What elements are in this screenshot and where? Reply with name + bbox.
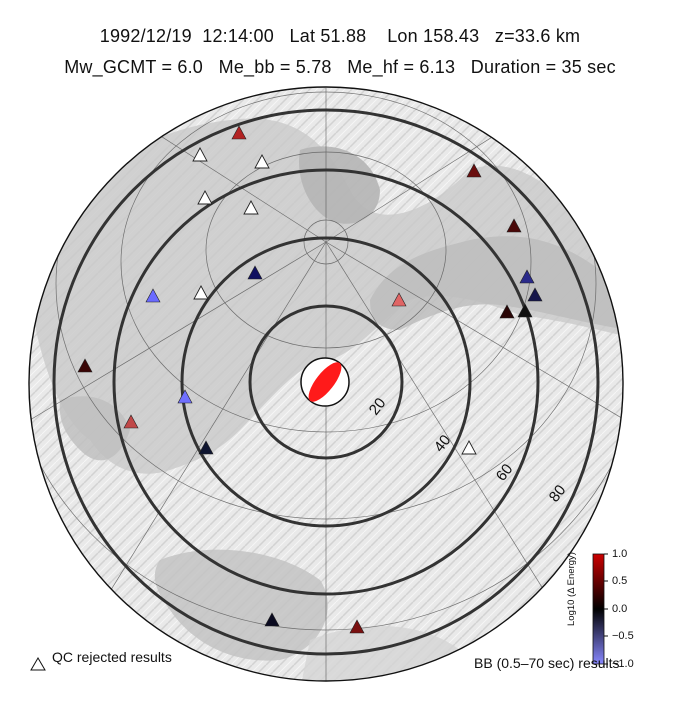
station-marker [77, 358, 93, 373]
station-marker [349, 619, 365, 634]
colorbar-tick-neg05: −0.5 [612, 630, 634, 642]
ring-labels: 20 40 60 80 [366, 395, 570, 506]
station-marker [177, 389, 193, 404]
station-marker [264, 612, 280, 627]
station-marker [527, 287, 543, 302]
ring-label-80: 80 [546, 482, 570, 506]
ring-40deg [180, 236, 472, 528]
ring-label-40: 40 [431, 432, 455, 456]
colorbar-tick-1: 1.0 [612, 548, 628, 560]
ring-80deg [52, 108, 600, 656]
graticule [29, 87, 623, 681]
colorbar-tick-0: 0.0 [612, 603, 628, 615]
event-info-line: 1992/12/19 12:14:00 Lat 51.88 Lon 158.43… [99, 26, 581, 46]
distance-rings [52, 108, 600, 656]
station-marker [145, 288, 161, 303]
energy-magnitude-line: Mw_GCMT = 6.0 Me_bb = 5.78 Me_hf = 6.13 … [64, 57, 616, 77]
ring-60deg [112, 168, 540, 596]
station-marker [506, 218, 522, 233]
greenland-landmass [299, 146, 380, 224]
colorbar-tick-marks [604, 553, 608, 665]
australia-landmass [154, 549, 328, 661]
ring-label-60: 60 [493, 461, 517, 485]
bb-legend-label: BB (0.5–70 sec) results [474, 655, 620, 671]
india-landmass [59, 396, 130, 461]
station-qc-rejected-marker [243, 200, 259, 215]
station-qc-rejected-marker [254, 154, 270, 169]
focal-mechanism-beachball [300, 357, 350, 407]
qc-legend-label: QC rejected results [52, 649, 172, 665]
station-marker [466, 163, 482, 178]
station-marker [499, 304, 515, 319]
station-qc-rejected-marker [192, 147, 208, 162]
station-marker [519, 269, 535, 284]
colorbar-tick-05: 0.5 [612, 575, 628, 587]
colorbar-tick-neg1: −1.0 [612, 658, 634, 670]
station-marker [198, 440, 214, 455]
station-marker [517, 303, 533, 318]
colorbar-gradient [592, 553, 605, 665]
ring-20deg [248, 304, 404, 460]
station-triangles [77, 125, 543, 634]
station-marker [123, 414, 139, 429]
ring-label-20: 20 [366, 395, 390, 419]
station-qc-rejected-marker [193, 285, 209, 300]
station-marker [231, 125, 247, 140]
colorbar-title: Log10 (Δ Energy) [566, 552, 577, 626]
station-qc-rejected-marker [197, 190, 213, 205]
globe-outline [28, 86, 624, 682]
qc-legend-triangle-icon [30, 657, 46, 671]
station-marker [247, 265, 263, 280]
station-marker [391, 292, 407, 307]
station-qc-rejected-marker [461, 440, 477, 455]
